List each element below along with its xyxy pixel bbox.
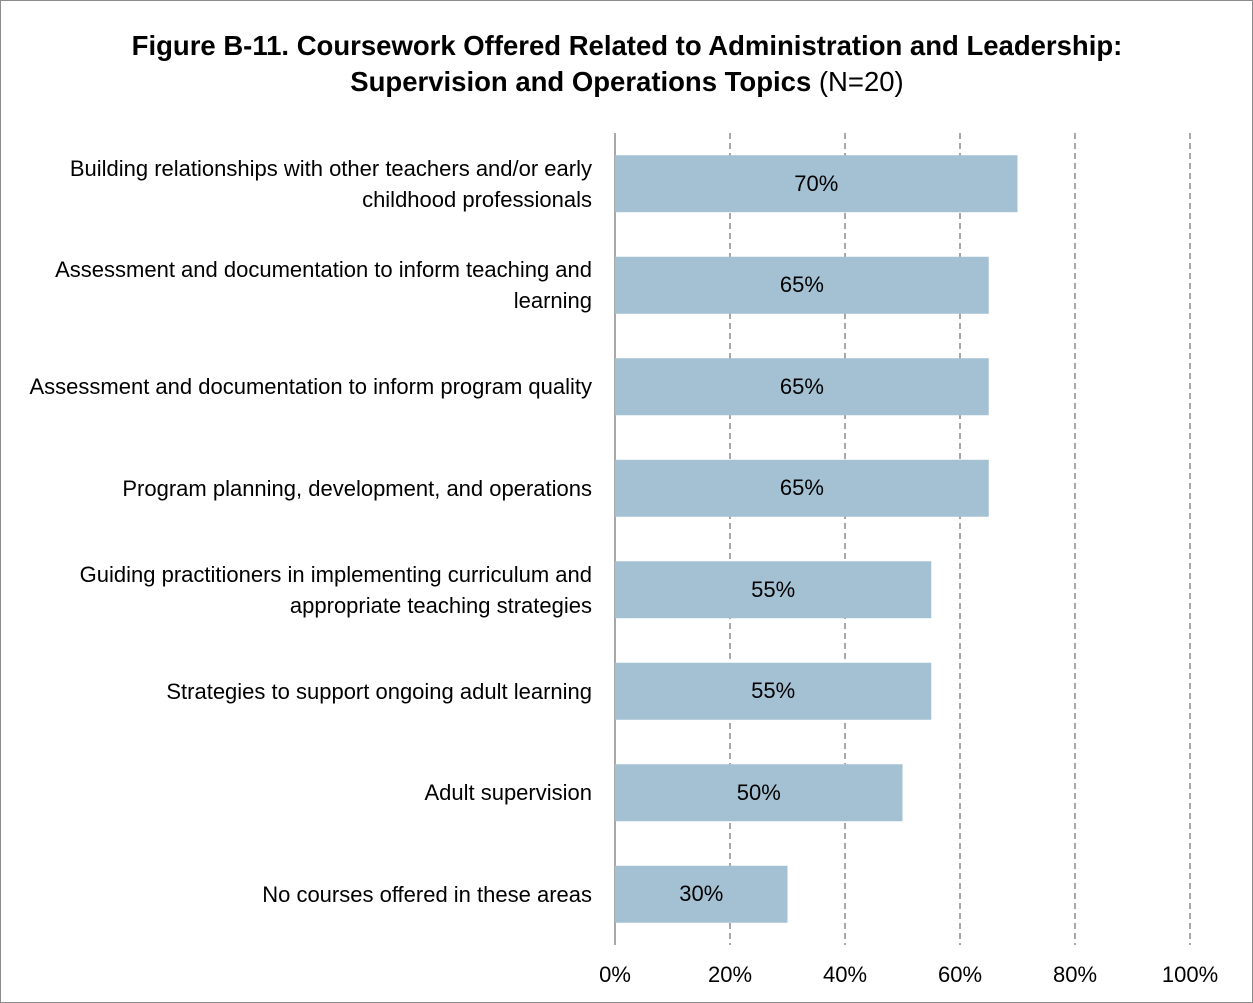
bar bbox=[615, 155, 1018, 213]
data-label: 65% bbox=[779, 272, 824, 298]
category-label: No courses offered in these areas bbox=[262, 881, 592, 907]
title-block: Figure B-11. Coursework Offered Related … bbox=[130, 28, 1124, 100]
bar bbox=[615, 662, 932, 720]
bar bbox=[615, 865, 788, 923]
x-tick-label: 60% bbox=[937, 962, 983, 987]
data-label: 70% bbox=[794, 170, 839, 196]
bar bbox=[615, 256, 989, 314]
data-label: 55% bbox=[751, 576, 796, 602]
data-label: 65% bbox=[779, 373, 824, 399]
bar bbox=[615, 764, 903, 822]
category-label: Building relationships with other teache… bbox=[69, 155, 592, 212]
bar bbox=[615, 358, 989, 416]
x-tick-label: 80% bbox=[1052, 962, 1098, 987]
chart-title: Figure B-11. Coursework Offered Related … bbox=[131, 30, 1123, 97]
category-label: Adult supervision bbox=[424, 780, 592, 806]
data-label: 55% bbox=[751, 678, 796, 704]
bar bbox=[615, 561, 932, 619]
x-tick-label: 40% bbox=[822, 962, 868, 987]
x-tick-label: 100% bbox=[1161, 962, 1219, 987]
category-label: Program planning, development, and opera… bbox=[122, 475, 592, 501]
bar bbox=[615, 459, 989, 517]
category-label: Assessment and documentation to inform p… bbox=[29, 374, 592, 400]
category-label: Guiding practitioners in implementing cu… bbox=[79, 561, 592, 618]
data-label: 65% bbox=[779, 475, 824, 501]
data-label: 30% bbox=[679, 881, 724, 907]
x-tick-label: 0% bbox=[599, 962, 631, 987]
chart-subtitle: (N=20) bbox=[818, 66, 904, 97]
x-tick-label: 20% bbox=[707, 962, 753, 987]
category-label: Strategies to support ongoing adult lear… bbox=[166, 678, 592, 704]
data-label: 50% bbox=[736, 779, 781, 805]
category-label: Assessment and documentation to inform t… bbox=[55, 257, 592, 314]
